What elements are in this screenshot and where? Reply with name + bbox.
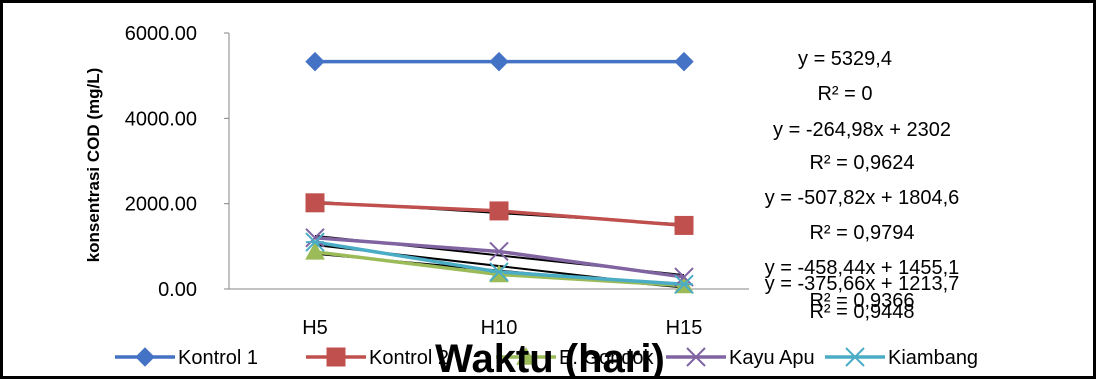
trendline-equation: R² = 0,9624 [809, 152, 914, 174]
data-point [305, 193, 325, 213]
y-axis-title: konsentrasi COD (mg/L) [84, 68, 103, 263]
axes: 0.00 2000.00 4000.00 6000.00 H5 H10 H15 [125, 23, 749, 339]
legend: Kontrol 1 Kontrol 2 E. Gondok Kayu Apu Kiamb… [115, 346, 978, 369]
trendline-equation: R² = 0 [817, 83, 872, 105]
x-tick-label: H5 [302, 317, 328, 339]
x-axis-title: Waktu (hari) [435, 337, 665, 379]
y-tick-label: 2000.00 [125, 194, 197, 216]
markers [305, 51, 694, 295]
data-point [516, 346, 536, 365]
trendline-equation: y = -507,82x + 1804,6 [765, 187, 960, 209]
trendline-equation: R² = 0,9366 [809, 290, 914, 312]
y-tick-label: 0.00 [158, 279, 197, 301]
data-point [686, 347, 706, 367]
trendline-equation: R² = 0,9794 [809, 222, 914, 244]
data-point [305, 241, 325, 260]
trendline-equation: y = -458,44x + 1455,1 [765, 257, 960, 279]
data-point [305, 51, 325, 72]
data-point [489, 262, 509, 282]
data-point [489, 241, 509, 262]
data-point [135, 347, 155, 367]
legend-label: Kiambang [888, 347, 978, 369]
data-point [489, 51, 509, 72]
legend-label: Kontrol 1 [178, 347, 258, 369]
data-point [674, 267, 694, 287]
x-tick-label: H10 [481, 317, 518, 339]
trendline-equation: y = -264,98x + 2302 [773, 119, 951, 141]
data-point [845, 347, 865, 367]
legend-label: E. Gondok [559, 347, 655, 369]
data-point [674, 51, 694, 72]
trendline-equations: y = 5329,4 R² = 0 y = -264,98x + 2302 R² = … [765, 48, 960, 323]
trendline-equation: y = 5329,4 [798, 48, 892, 70]
data-point [674, 215, 694, 235]
y-tick-label: 6000.00 [125, 23, 197, 45]
trendline-equation: R² = 0,9448 [809, 301, 914, 323]
x-tick-label: H15 [666, 317, 703, 339]
y-tick-label: 4000.00 [125, 108, 197, 130]
data-point [326, 347, 346, 367]
legend-label: Kayu Apu [729, 347, 815, 369]
trendline-equation: y = -375,66x + 1213,7 [765, 273, 960, 295]
data-point [674, 274, 694, 295]
data-point [305, 232, 325, 252]
data-point [489, 201, 509, 221]
data-point [305, 228, 325, 248]
legend-label: Kontrol 2 [369, 347, 449, 369]
